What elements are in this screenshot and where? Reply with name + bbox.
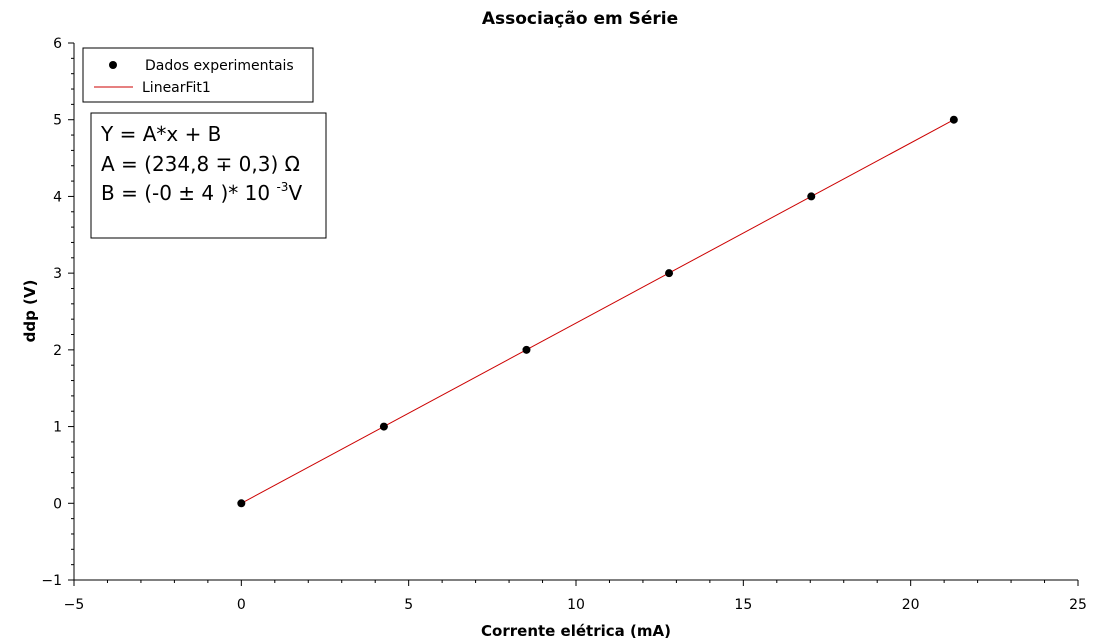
legend-box [82, 47, 314, 103]
y-axis-label: ddp (V) [21, 280, 39, 343]
x-tick-label: 15 [734, 597, 752, 613]
chart-title: Associação em Série [482, 9, 678, 29]
data-point [379, 422, 388, 431]
x-tick-label: −5 [64, 597, 85, 613]
fit-box-frame [90, 112, 327, 239]
legend-label-line: LinearFit1 [142, 80, 211, 96]
y-tick-label: 2 [53, 343, 62, 359]
fit-param-b-main: B = (-0 ± 4 )* 10 [101, 181, 276, 205]
y-tick-label: 1 [53, 420, 62, 436]
x-ticks: −5 0 5 10 15 20 25 [64, 580, 1087, 613]
fit-line [241, 119, 955, 504]
data-point [807, 192, 816, 201]
x-axis-label: Corrente elétrica (mA) [481, 622, 671, 640]
data-point [949, 115, 958, 124]
data-point [665, 269, 674, 278]
fit-box: Y = A*x + B A = (234,8 ∓ 0,3) Ω B = (-0 … [90, 112, 327, 239]
fit-param-a: A = (234,8 ∓ 0,3) Ω [101, 152, 300, 176]
legend-marker-points [109, 61, 117, 69]
y-tick-label: 0 [53, 496, 62, 512]
fit-equation: Y = A*x + B [100, 122, 221, 146]
fit-param-b-exp: -3 [276, 180, 288, 194]
y-tick-label: −1 [41, 573, 62, 589]
y-tick-label: 5 [53, 113, 62, 129]
data-point [237, 499, 246, 508]
data-point [522, 345, 531, 354]
legend: Dados experimentais LinearFit1 [82, 47, 314, 103]
x-tick-label: 0 [237, 597, 246, 613]
y-tick-label: 6 [53, 36, 62, 52]
x-tick-label: 25 [1069, 597, 1087, 613]
x-tick-label: 20 [902, 597, 920, 613]
y-ticks: −1 0 1 2 3 4 5 6 [41, 36, 74, 589]
y-tick-label: 4 [53, 189, 62, 205]
series-layer [237, 115, 958, 508]
y-tick-label: 3 [53, 266, 62, 282]
fit-param-b: B = (-0 ± 4 )* 10 -3V [101, 180, 302, 205]
fit-param-b-unit: V [288, 181, 302, 205]
plot-area: −5 0 5 10 15 20 25 −1 0 1 2 3 4 5 6 [41, 36, 1087, 613]
x-tick-label: 5 [404, 597, 413, 613]
x-tick-label: 10 [567, 597, 585, 613]
legend-label-points: Dados experimentais [145, 58, 294, 74]
